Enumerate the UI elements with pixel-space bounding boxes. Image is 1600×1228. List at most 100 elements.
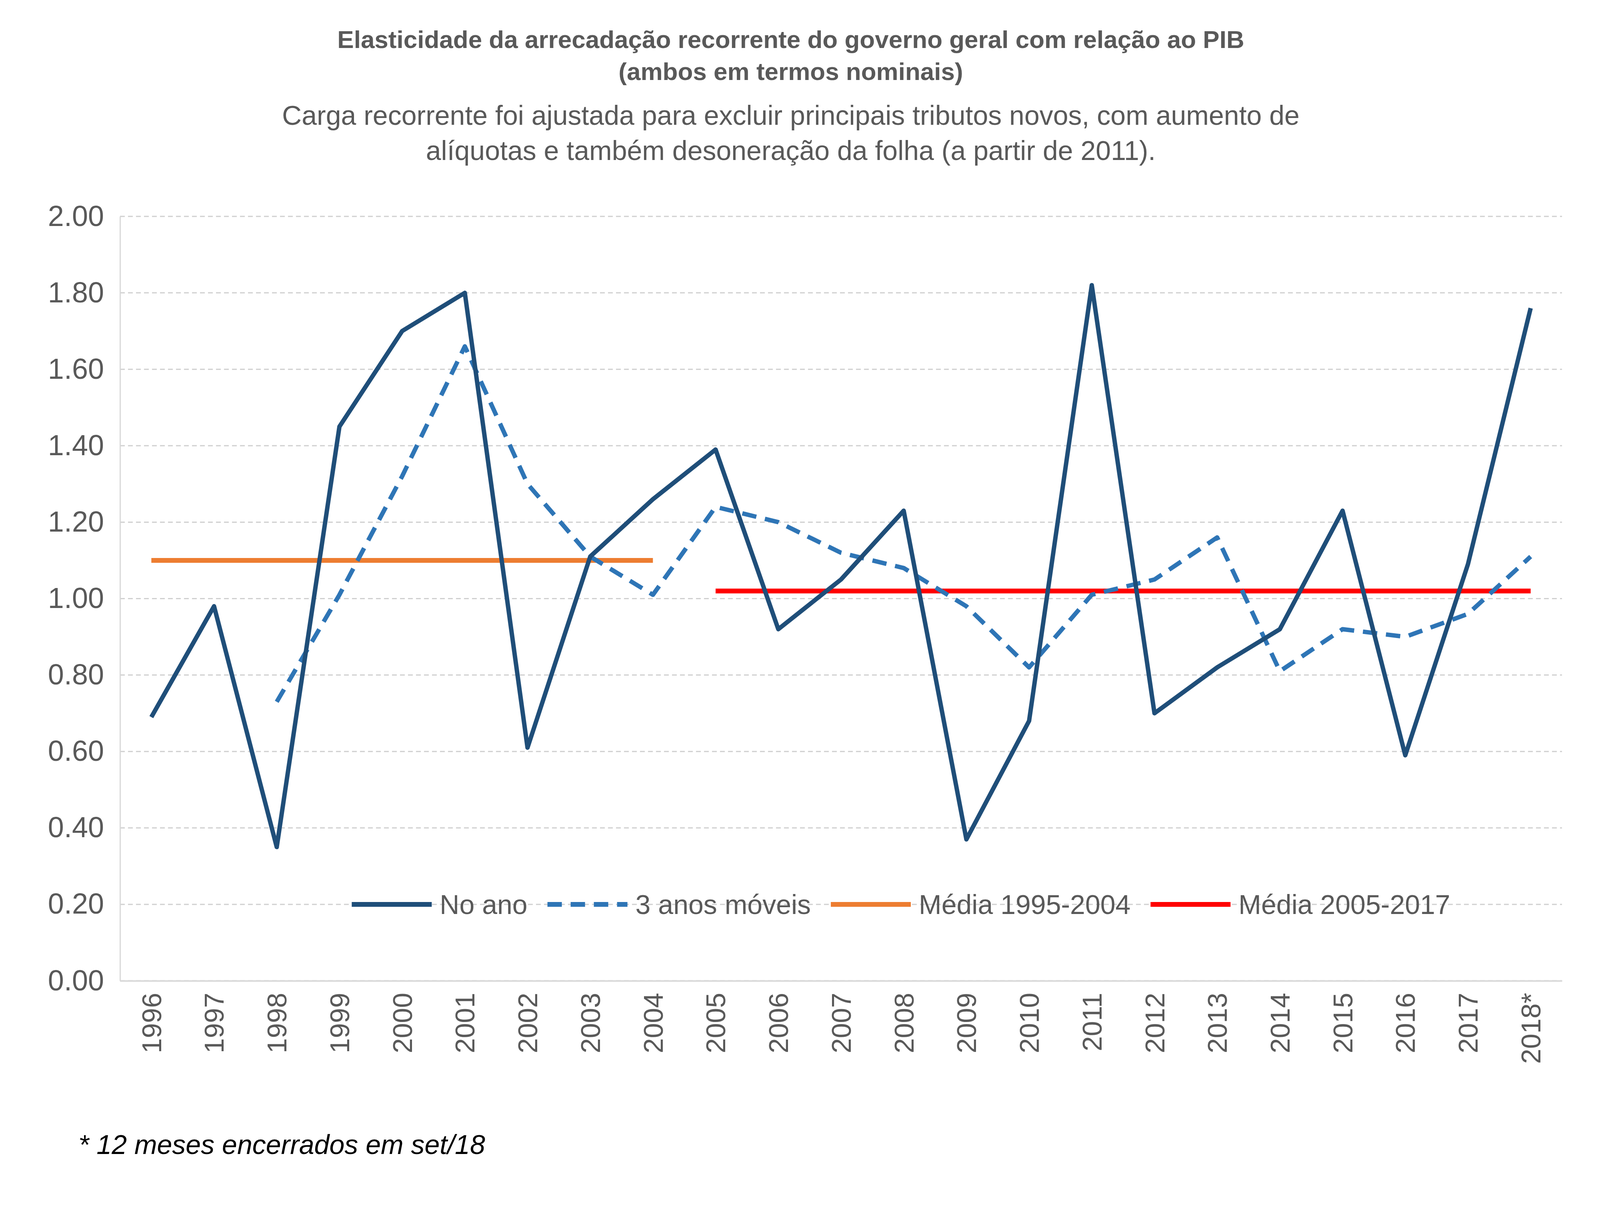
legend-swatch <box>351 902 432 907</box>
x-tick: 2016 <box>1390 980 1421 1054</box>
legend-label: No ano <box>439 889 528 920</box>
y-tick-label: 0.60 <box>48 734 104 767</box>
x-tick: 2010 <box>1014 980 1045 1054</box>
x-tick-label: 1998 <box>261 992 292 1054</box>
legend-swatch <box>1150 902 1231 907</box>
legend-item: Média 1995-2004 <box>830 889 1131 920</box>
legend: No ano 3 anos móveis Média 1995-2004 Média … <box>351 889 1450 920</box>
x-axis-line <box>120 980 1563 982</box>
x-tick: 2007 <box>826 980 857 1054</box>
x-tick-label: 2006 <box>763 992 794 1054</box>
x-tick: 1997 <box>198 980 230 1054</box>
y-tick-label: 0.80 <box>48 658 104 691</box>
y-tick-label: 1.00 <box>48 582 104 614</box>
x-tick-label: 2004 <box>638 992 669 1054</box>
grid-line <box>120 216 1562 218</box>
series-line <box>151 558 653 563</box>
x-tick: 2013 <box>1202 980 1233 1054</box>
legend-item: Média 2005-2017 <box>1150 889 1450 920</box>
x-tick: 1999 <box>324 980 355 1054</box>
x-tick: 2006 <box>763 980 794 1054</box>
y-tick-label: 0.20 <box>48 887 104 920</box>
x-tick-label: 2005 <box>700 992 731 1054</box>
legend-item: 3 anos móveis <box>547 889 811 920</box>
legend-label: 3 anos móveis <box>635 889 811 920</box>
y-tick: 1.20 <box>48 505 120 538</box>
y-tick-label: 1.40 <box>48 429 104 462</box>
y-tick: 1.80 <box>48 276 120 309</box>
legend-swatch <box>547 902 628 907</box>
y-tick-label: 2.00 <box>48 200 104 232</box>
x-tick: 2008 <box>888 980 920 1054</box>
y-tick: 1.60 <box>48 352 120 385</box>
x-tick-label: 2002 <box>512 992 543 1054</box>
x-tick: 2012 <box>1139 980 1170 1054</box>
x-tick: 1996 <box>136 980 167 1054</box>
grid-line <box>120 750 1562 752</box>
y-tick: 0.80 <box>48 658 120 691</box>
x-tick-label: 2008 <box>888 992 920 1054</box>
x-tick-label: 1996 <box>136 992 167 1054</box>
legend-label: Média 1995-2004 <box>918 889 1131 920</box>
x-axis: 1996 1997 1998 1999 2000 2001 2002 2003 2004 2005… <box>120 980 1563 1064</box>
grid-line <box>120 674 1562 676</box>
x-tick-label: 2010 <box>1014 992 1045 1054</box>
y-tick-label: 1.60 <box>48 352 104 385</box>
x-tick-label: 2017 <box>1452 992 1484 1054</box>
x-tick: 2002 <box>512 980 543 1054</box>
y-tick: 0.60 <box>48 734 120 767</box>
x-tick: 2018* <box>1515 980 1546 1064</box>
x-tick-label: 1997 <box>198 992 230 1054</box>
x-tick: 2015 <box>1327 980 1358 1054</box>
legend-label: Média 2005-2017 <box>1238 889 1450 920</box>
x-tick: 2005 <box>700 980 731 1054</box>
y-tick: 0.00 <box>48 964 120 997</box>
chart: Elasticidade da arrecadação recorrente d… <box>0 0 1600 1228</box>
x-tick: 2001 <box>449 980 480 1054</box>
x-tick: 2011 <box>1076 980 1108 1052</box>
title: (ambos em termos nominais) <box>618 57 963 86</box>
x-tick-label: 2007 <box>826 992 857 1054</box>
x-tick: 2009 <box>951 980 982 1054</box>
subtitle: alíquotas e também desoneração da folha … <box>426 135 1156 166</box>
series-line <box>715 588 1531 594</box>
x-tick-label: 2000 <box>387 992 418 1054</box>
lines <box>151 285 1531 848</box>
x-tick-label: 2018* <box>1515 992 1546 1064</box>
x-tick-label: 2015 <box>1327 992 1358 1054</box>
x-tick-label: 1999 <box>324 992 355 1054</box>
x-tick-label: 2012 <box>1139 992 1170 1054</box>
x-tick-label: 2016 <box>1390 992 1421 1054</box>
y-tick-label: 1.80 <box>48 276 104 309</box>
grid-line <box>120 292 1562 294</box>
x-tick-label: 2009 <box>951 992 982 1054</box>
y-tick: 1.00 <box>48 582 120 614</box>
x-tick: 1998 <box>261 980 292 1054</box>
x-tick: 2017 <box>1452 980 1484 1054</box>
y-axis: 0.00 0.20 0.40 0.60 0.80 1.00 1.20 1.40 1.60 1.80… <box>48 200 121 997</box>
grid <box>120 216 1562 981</box>
y-tick-label: 1.20 <box>48 505 104 538</box>
y-tick: 1.40 <box>48 429 120 462</box>
y-axis-line <box>119 216 121 982</box>
legend-swatch <box>830 902 911 907</box>
y-tick-label: 0.40 <box>48 811 104 844</box>
x-tick-label: 2014 <box>1264 992 1296 1054</box>
series-line <box>276 346 1531 702</box>
x-tick-label: 2003 <box>575 992 606 1054</box>
x-tick: 2003 <box>575 980 606 1054</box>
grid-line <box>120 980 1562 982</box>
title: Elasticidade da arrecadação recorrente d… <box>337 25 1244 54</box>
y-tick: 0.40 <box>48 811 120 844</box>
grid-line <box>120 827 1562 829</box>
x-tick-label: 2013 <box>1202 992 1233 1054</box>
series-line <box>151 285 1531 848</box>
x-tick: 2004 <box>638 980 669 1054</box>
y-tick-label: 0.00 <box>48 964 104 997</box>
x-tick: 2014 <box>1264 980 1296 1054</box>
grid-line <box>120 368 1562 370</box>
x-tick: 2000 <box>387 980 418 1054</box>
footnote: * 12 meses encerrados em set/18 <box>78 1129 486 1160</box>
y-tick: 0.20 <box>48 887 120 920</box>
subtitle: Carga recorrente foi ajustada para exclu… <box>282 100 1300 131</box>
